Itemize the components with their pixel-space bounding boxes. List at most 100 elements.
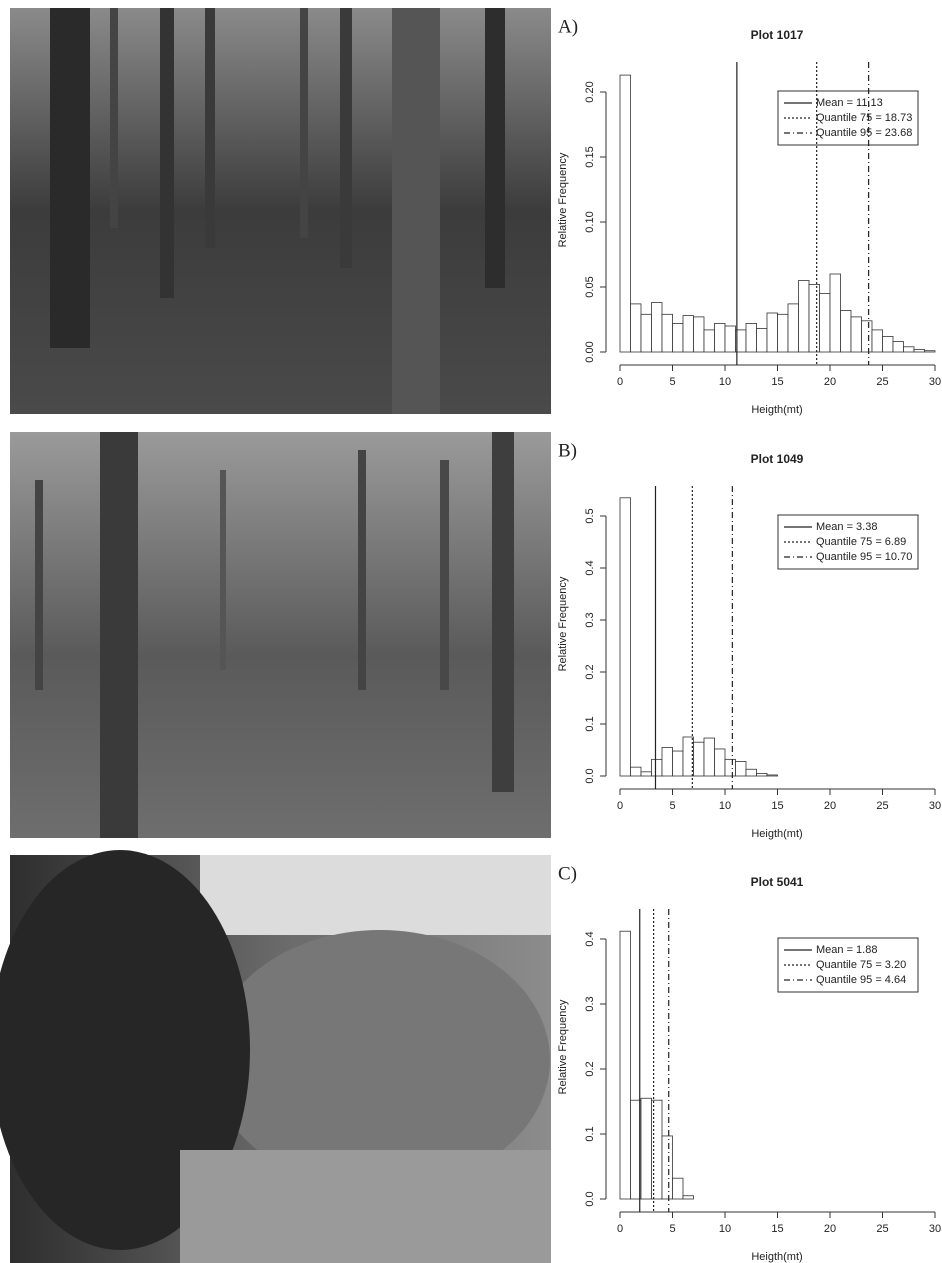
panel-label: B) (558, 440, 577, 461)
y-tick-label: 0.5 (584, 508, 596, 523)
x-tick-label: 0 (617, 376, 623, 388)
bar (640, 313, 652, 353)
bar (766, 774, 778, 777)
bar (840, 309, 852, 353)
x-tick-label: 5 (669, 1223, 675, 1235)
x-axis-label: Heigth(mt) (751, 1251, 802, 1263)
bar (703, 329, 715, 353)
bar (882, 335, 894, 353)
x-tick-label: 20 (824, 800, 836, 812)
x-tick-label: 20 (824, 376, 836, 388)
x-tick-label: 0 (617, 1223, 623, 1235)
x-tick-label: 5 (669, 376, 675, 388)
bar (693, 316, 705, 353)
y-axis-label: Relative Frequency (557, 576, 569, 671)
bar (756, 773, 768, 777)
y-tick-label: 0.4 (584, 560, 596, 575)
x-tick-label: 30 (929, 800, 941, 812)
y-tick-label: 0.0 (584, 1191, 596, 1206)
bar (808, 283, 820, 353)
y-tick-label: 0.0 (584, 768, 596, 783)
photo-a (10, 8, 551, 414)
bar (630, 303, 642, 353)
bar (619, 497, 631, 777)
chart-title: Plot 1017 (751, 28, 804, 42)
bar (861, 320, 873, 353)
y-tick-label: 0.3 (584, 612, 596, 627)
y-tick-label: 0.10 (584, 211, 596, 232)
bar (714, 322, 726, 353)
bar (672, 322, 684, 353)
bar (724, 758, 736, 777)
x-tick-label: 20 (824, 1223, 836, 1235)
legend-label: Quantile 95 = 4.64 (816, 974, 906, 986)
x-tick-label: 15 (771, 1223, 783, 1235)
panel-label: A) (558, 16, 578, 37)
bar (819, 293, 831, 353)
legend-label: Quantile 75 = 18.73 (816, 112, 912, 124)
x-axis-label: Heigth(mt) (751, 828, 802, 840)
bar (672, 1177, 684, 1200)
legend-label: Quantile 75 = 3.20 (816, 959, 906, 971)
bar (703, 737, 715, 777)
legend-label: Quantile 75 = 6.89 (816, 536, 906, 548)
bar (640, 771, 652, 777)
legend-label: Quantile 95 = 10.70 (816, 551, 912, 563)
chart-title: Plot 5041 (751, 875, 804, 889)
x-tick-label: 15 (771, 376, 783, 388)
bar (892, 341, 904, 353)
legend-label: Mean = 11.13 (816, 97, 883, 109)
bar (766, 312, 778, 353)
y-tick-label: 0.00 (584, 341, 596, 362)
x-tick-label: 15 (771, 800, 783, 812)
bar (672, 750, 684, 777)
bar (745, 322, 757, 353)
bar (871, 329, 883, 353)
bar (619, 74, 631, 353)
x-axis-label: Heigth(mt) (751, 404, 802, 416)
x-tick-label: 0 (617, 800, 623, 812)
bar (924, 350, 936, 353)
bar (693, 741, 705, 777)
bar (661, 747, 673, 777)
panel-label: C) (558, 863, 577, 884)
bar (682, 1195, 694, 1200)
y-axis-label: Relative Frequency (557, 152, 569, 247)
legend-label: Mean = 1.88 (816, 944, 877, 956)
y-tick-label: 0.2 (584, 1061, 596, 1076)
y-tick-label: 0.2 (584, 664, 596, 679)
bar (619, 930, 631, 1200)
x-tick-label: 10 (719, 800, 731, 812)
bar (756, 328, 768, 353)
bar (724, 325, 736, 353)
x-tick-label: 30 (929, 1223, 941, 1235)
photo-c (0, 850, 551, 1263)
bar (630, 766, 642, 777)
legend-label: Mean = 3.38 (816, 521, 877, 533)
bar (745, 768, 757, 777)
y-tick-label: 0.20 (584, 81, 596, 102)
bar (682, 315, 694, 353)
y-tick-label: 0.3 (584, 996, 596, 1011)
bar (714, 748, 726, 777)
y-tick-label: 0.1 (584, 716, 596, 731)
x-tick-label: 10 (719, 1223, 731, 1235)
bar (661, 1135, 673, 1200)
bar (777, 313, 789, 353)
x-tick-label: 25 (876, 1223, 888, 1235)
y-tick-label: 0.4 (584, 931, 596, 946)
x-tick-label: 25 (876, 800, 888, 812)
y-tick-label: 0.1 (584, 1126, 596, 1141)
y-tick-label: 0.05 (584, 276, 596, 297)
bar (651, 758, 663, 777)
bar (735, 761, 747, 777)
x-tick-label: 5 (669, 800, 675, 812)
bar (903, 346, 915, 353)
x-tick-label: 10 (719, 376, 731, 388)
x-tick-label: 30 (929, 376, 941, 388)
bar (651, 302, 663, 353)
x-tick-label: 25 (876, 376, 888, 388)
bar (640, 1097, 652, 1200)
photo-b (10, 432, 551, 838)
